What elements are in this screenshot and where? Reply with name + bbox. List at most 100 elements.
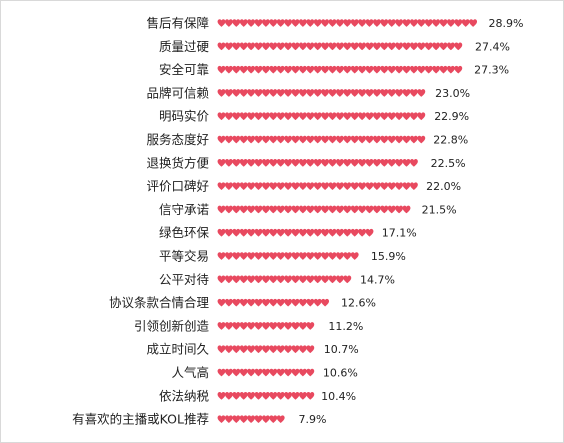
heart-icon [284,322,293,330]
heart-icon [328,275,337,284]
heart-icon [261,135,270,144]
heart-icon [439,65,448,74]
category-label: 公平对待 [159,272,210,287]
heart-icon [217,275,226,284]
heart-icon [306,228,315,237]
bar [217,65,463,74]
bar [217,228,374,237]
heart-icon [261,368,270,377]
heart-icon [291,65,300,74]
heart-icon [247,252,256,260]
heart-icon [232,392,241,400]
heart-icon [439,42,448,51]
bar [217,42,463,51]
heart-icon [298,159,307,167]
heart-icon [395,19,404,27]
heart-icon [313,112,322,121]
heart-icon [402,112,411,121]
heart-icon [254,228,263,237]
data-label: 22.8% [433,134,468,147]
heart-icon [232,228,241,237]
heart-icon [372,159,381,167]
heart-icon [247,42,256,51]
heart-icon [306,19,315,27]
heart-icon [291,112,300,121]
heart-icon [328,135,337,144]
heart-icon [298,135,307,144]
heart-icon [306,89,315,97]
category-label: 人气高 [171,365,209,380]
heart-icon [313,252,322,260]
category-label: 安全可靠 [159,62,209,77]
heart-icon [232,159,241,167]
heart-icon [335,205,344,214]
heart-icon [247,182,256,190]
category-label: 绿色环保 [159,225,210,240]
heart-icon [298,112,307,121]
heart-icon [261,322,270,330]
heart-icon [380,182,389,190]
heart-icon [217,19,226,27]
heart-icon [284,65,293,74]
heart-icon [269,182,278,190]
heart-icon [298,298,307,307]
heart-icon [247,159,256,167]
data-label: 27.3% [474,64,509,77]
heart-icon [343,275,352,284]
heart-icon [417,112,426,121]
heart-icon [321,89,330,97]
heart-icon [409,159,418,167]
bar [217,415,285,423]
heart-icon [365,135,374,144]
heart-icon [261,298,270,307]
heart-icon [239,392,248,400]
heart-icon [402,65,411,74]
heart-icon [254,112,263,121]
heart-icon [335,19,344,27]
heart-icon [232,298,241,307]
heart-icon [284,112,293,121]
heart-icon [224,415,233,423]
heart-icon [224,322,233,330]
heart-icon [232,368,241,377]
heart-icon [313,159,322,167]
heart-icon [284,298,293,307]
data-label: 14.7% [360,273,395,286]
bar [217,322,315,330]
heart-icon [247,228,256,237]
data-label: 17.1% [382,227,417,240]
heart-icon [306,205,315,214]
heart-icon [343,89,352,97]
heart-icon [276,65,285,74]
heart-icon [321,205,330,214]
heart-icon [380,89,389,97]
heart-icon [224,135,233,144]
heart-icon [254,159,263,167]
heart-icon [335,89,344,97]
bar [217,368,315,377]
heart-icon [365,19,374,27]
data-label: 27.4% [475,40,510,53]
heart-icon [261,42,270,51]
heart-icon [269,205,278,214]
heart-icon [350,182,359,190]
heart-icon [261,228,270,237]
heart-icon [306,252,315,260]
heart-icon [239,112,248,121]
heart-icon [372,135,381,144]
heart-icon [254,89,263,97]
heart-icon [239,42,248,51]
heart-icon [372,42,381,51]
heart-icon [402,89,411,97]
heart-icon [298,205,307,214]
heart-icon [321,42,330,51]
heart-icon [291,89,300,97]
heart-icon [328,19,337,27]
heart-icon [269,298,278,307]
heart-icon [291,345,300,354]
category-label: 售后有保障 [146,16,209,31]
bar [217,135,426,144]
heart-icon [254,252,263,260]
category-label: 明码实价 [159,109,210,124]
